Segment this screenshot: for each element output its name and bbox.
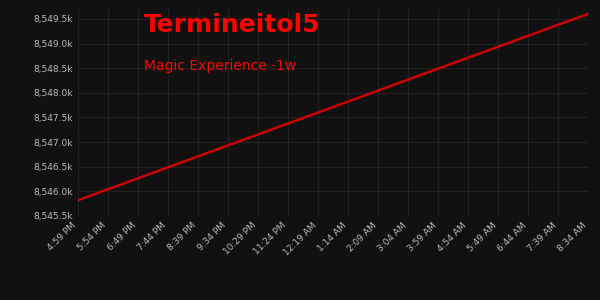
Text: Termineitol5: Termineitol5 bbox=[145, 13, 321, 37]
Text: Magic Experience -1w: Magic Experience -1w bbox=[145, 59, 296, 73]
